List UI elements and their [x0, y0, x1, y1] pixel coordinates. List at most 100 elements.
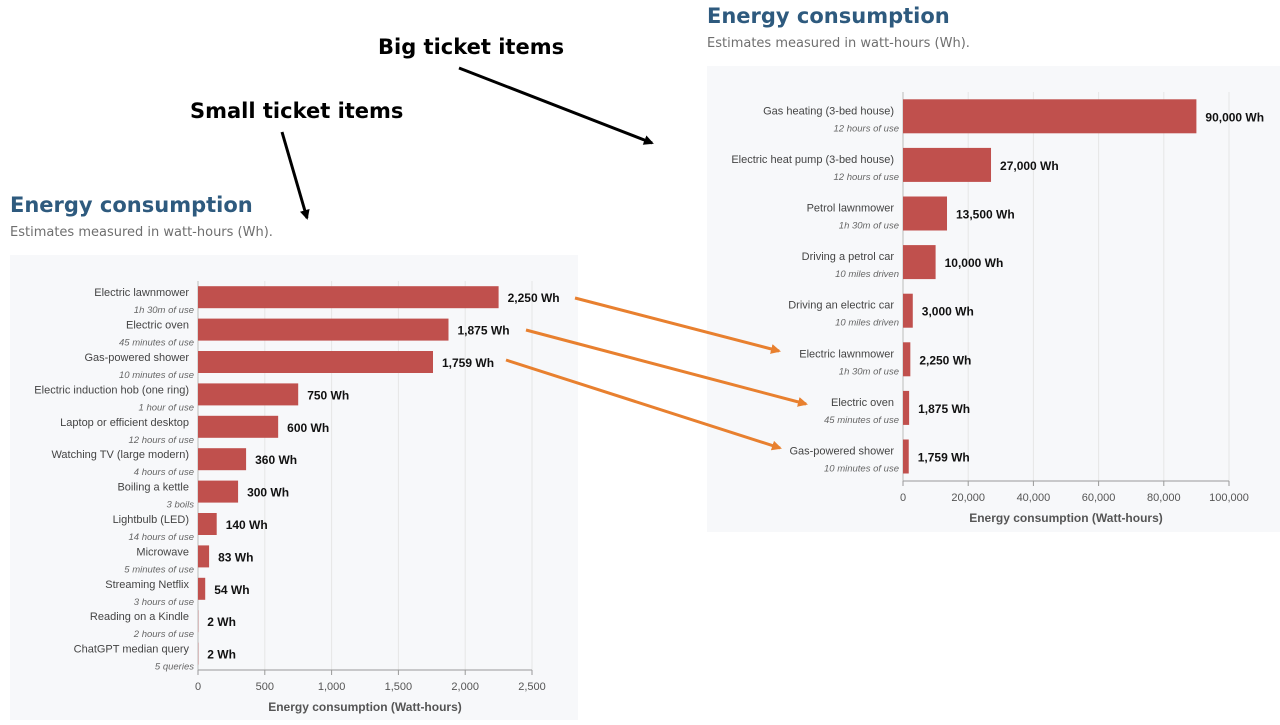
bar-value-label: 2 Wh: [207, 615, 236, 629]
category-label: Electric oven: [831, 397, 894, 409]
small-ticket-annotation: Small ticket items: [190, 99, 403, 123]
category-sublabel: 1 hour of use: [139, 402, 194, 413]
bar-value-label: 1,875 Wh: [918, 402, 970, 416]
x-tick-label: 2,000: [451, 681, 479, 693]
category-sublabel: 1h 30m of use: [839, 366, 899, 377]
bar-value-label: 13,500 Wh: [956, 208, 1015, 222]
category-sublabel: 5 queries: [155, 662, 194, 673]
bar-value-label: 360 Wh: [255, 453, 297, 467]
small-chart-area: 0 500 1,000 1,500 2,000 2,500 2,250 Wh Electric…: [10, 255, 578, 720]
bar-value-label: 3,000 Wh: [922, 305, 974, 319]
bar-value-label: 1,759 Wh: [918, 451, 970, 465]
bar: [198, 286, 499, 308]
category-sublabel: 3 hours of use: [134, 597, 194, 608]
category-label: Boiling a kettle: [117, 482, 189, 494]
bar: [198, 448, 246, 470]
bar: [198, 416, 278, 438]
category-label: Electric oven: [126, 320, 189, 332]
bar-value-label: 90,000 Wh: [1205, 110, 1264, 124]
bar: [903, 245, 936, 279]
bar-value-label: 600 Wh: [287, 421, 329, 435]
bar: [198, 351, 433, 373]
category-sublabel: 45 minutes of use: [824, 415, 899, 426]
big-chart-title: Energy consumption: [707, 4, 950, 28]
category-label: Driving a petrol car: [802, 251, 895, 263]
small-chart-subtitle: Estimates measured in watt-hours (Wh).: [10, 225, 273, 240]
x-tick-label: 0: [195, 681, 201, 693]
small-bar-chart: 0 500 1,000 1,500 2,000 2,500 2,250 Wh Electric…: [10, 255, 578, 720]
category-sublabel: 1h 30m of use: [839, 221, 899, 232]
bar: [198, 578, 205, 600]
category-label: Electric lawnmower: [799, 348, 894, 360]
bar-value-label: 10,000 Wh: [945, 256, 1004, 270]
category-sublabel: 45 minutes of use: [119, 338, 194, 349]
bar-value-label: 300 Wh: [247, 486, 289, 500]
big-chart-subtitle: Estimates measured in watt-hours (Wh).: [707, 36, 970, 51]
x-tick-label: 20,000: [951, 492, 985, 504]
bar-value-label: 140 Wh: [226, 518, 268, 532]
bar-value-label: 2,250 Wh: [919, 353, 971, 367]
x-tick-label: 60,000: [1082, 492, 1116, 504]
big-bar-chart: 0 20,000 40,000 60,000 80,000 100,000 90,000 W…: [707, 66, 1280, 532]
bar-value-label: 750 Wh: [307, 388, 349, 402]
bar-value-label: 2,250 Wh: [508, 291, 560, 305]
bar-value-label: 2 Wh: [207, 648, 236, 662]
category-sublabel: 5 minutes of use: [124, 564, 194, 575]
category-sublabel: 2 hours of use: [133, 629, 194, 640]
bar: [903, 148, 991, 182]
category-label: Laptop or efficient desktop: [60, 417, 189, 429]
category-sublabel: 10 miles driven: [835, 318, 899, 329]
category-label: Electric lawnmower: [94, 287, 189, 299]
category-label: ChatGPT median query: [74, 644, 190, 656]
bar-value-label: 27,000 Wh: [1000, 159, 1059, 173]
category-sublabel: 12 hours of use: [129, 435, 195, 446]
bar: [198, 383, 298, 405]
category-label: Gas-powered shower: [84, 352, 189, 364]
category-sublabel: 10 minutes of use: [119, 370, 194, 381]
small-chart-title: Energy consumption: [10, 193, 253, 217]
category-sublabel: 3 boils: [167, 500, 195, 511]
category-label: Streaming Netflix: [105, 579, 189, 591]
category-label: Microwave: [136, 546, 189, 558]
category-sublabel: 10 miles driven: [835, 269, 899, 280]
bar-value-label: 1,875 Wh: [458, 324, 510, 338]
category-label: Gas heating (3-bed house): [763, 105, 894, 117]
category-sublabel: 12 hours of use: [834, 172, 900, 183]
bar: [198, 319, 449, 341]
bar: [903, 440, 909, 474]
category-label: Reading on a Kindle: [90, 611, 189, 623]
category-sublabel: 10 minutes of use: [824, 464, 899, 475]
category-label: Electric induction hob (one ring): [34, 384, 189, 396]
category-sublabel: 4 hours of use: [134, 467, 194, 478]
small-ticket-arrow: [282, 132, 307, 218]
category-label: Electric heat pump (3-bed house): [731, 154, 894, 166]
big-ticket-arrow: [459, 68, 652, 143]
bar: [903, 294, 913, 328]
big-ticket-annotation: Big ticket items: [378, 35, 564, 59]
big-chart-area: 0 20,000 40,000 60,000 80,000 100,000 90,000 W…: [707, 66, 1280, 532]
category-label: Watching TV (large modern): [51, 449, 189, 461]
bar-value-label: 54 Wh: [214, 583, 249, 597]
category-label: Petrol lawnmower: [807, 203, 895, 215]
category-sublabel: 14 hours of use: [129, 532, 195, 543]
x-tick-label: 40,000: [1017, 492, 1051, 504]
category-label: Gas-powered shower: [789, 446, 894, 458]
bar: [903, 342, 910, 376]
x-tick-label: 100,000: [1209, 492, 1249, 504]
bar: [903, 99, 1196, 133]
x-tick-label: 2,500: [518, 681, 546, 693]
bar-value-label: 1,759 Wh: [442, 356, 494, 370]
bar: [903, 391, 909, 425]
x-tick-label: 1,000: [318, 681, 346, 693]
bar: [198, 545, 209, 567]
x-tick-label: 80,000: [1147, 492, 1181, 504]
bar: [198, 513, 217, 535]
x-tick-label: 500: [256, 681, 274, 693]
category-sublabel: 12 hours of use: [834, 123, 900, 134]
x-tick-label: 1,500: [385, 681, 413, 693]
x-tick-label: 0: [900, 492, 906, 504]
x-axis-title: Energy consumption (Watt-hours): [268, 700, 462, 714]
bar: [903, 197, 947, 231]
category-label: Driving an electric car: [788, 300, 894, 312]
category-sublabel: 1h 30m of use: [134, 305, 194, 316]
